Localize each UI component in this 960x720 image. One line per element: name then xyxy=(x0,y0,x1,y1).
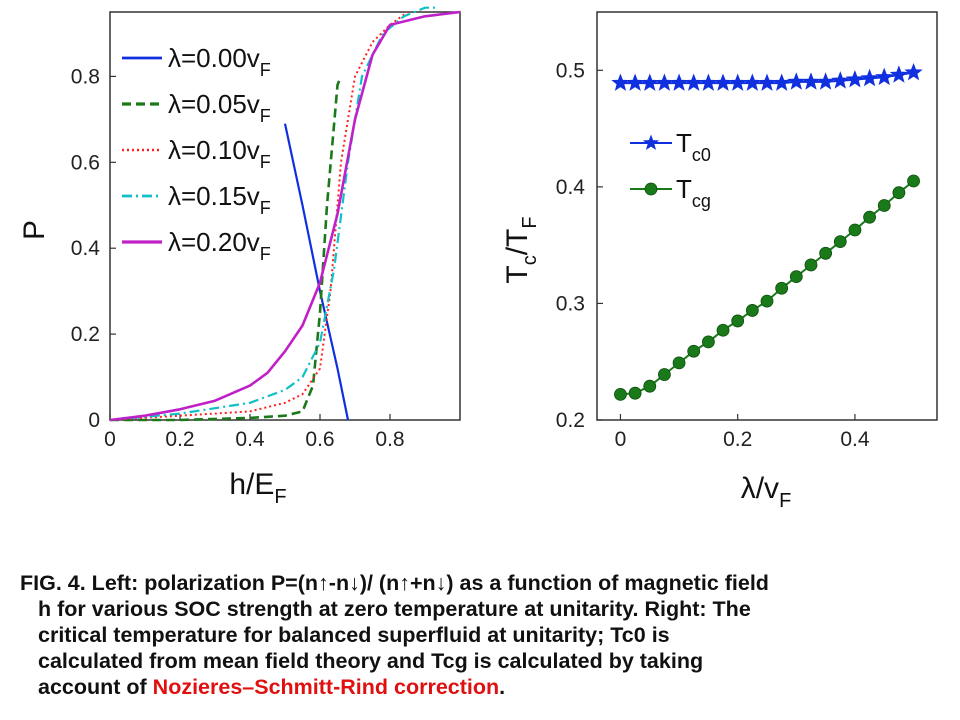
tc0-point xyxy=(772,73,791,91)
left-axis-ticks: 0 0.2 0.4 0.6 0.8 0 0.2 0.4 0.6 0.8 xyxy=(71,65,405,451)
right-chart: 0 0.2 0.4 0.2 0.3 0.4 0.5 Tc/TF λ/vF Tc0 Tcg xyxy=(501,11,938,512)
left-x-tick-label: 0.4 xyxy=(235,428,265,451)
tcg-point xyxy=(760,294,774,308)
tcg-point xyxy=(877,199,891,212)
left-series-line-2 xyxy=(109,11,409,421)
caption-line-1: FIG. 4. Left: polarization P=(n↑-n↓)/ (n… xyxy=(20,571,769,595)
left-legend: λ=0.00vF λ=0.05vF λ=0.10vF λ=0.15vF λ=0.20vF xyxy=(122,43,271,264)
tcg-point xyxy=(804,258,818,272)
left-y-tick-label: 0.2 xyxy=(71,323,100,346)
right-legend: Tc0 Tcg xyxy=(630,128,711,211)
right-x-tick-label: 0.2 xyxy=(723,428,752,451)
tcg-point xyxy=(863,210,876,224)
tc0-point xyxy=(816,72,835,90)
caption-line-5: account of Nozieres–Schmitt-Rind correct… xyxy=(20,674,950,700)
tcg-point xyxy=(716,323,730,337)
tcg-point xyxy=(745,304,759,317)
tcg-point xyxy=(687,344,701,358)
right-legend-label-0: Tc0 xyxy=(676,128,711,165)
tcg-point xyxy=(614,387,627,401)
left-x-tick-label: 0 xyxy=(104,428,116,451)
left-plot-area xyxy=(109,11,461,421)
right-y-tick-label: 0.3 xyxy=(556,292,585,315)
left-x-tick-label: 0.2 xyxy=(165,428,194,451)
caption-highlight: Nozieres–Schmitt-Rind correction xyxy=(152,675,500,699)
left-legend-label-0: λ=0.00vF xyxy=(168,43,271,80)
tcg-point xyxy=(848,223,862,237)
tcg-point xyxy=(672,356,686,370)
tcg-point xyxy=(658,368,671,381)
left-legend-label-2: λ=0.10vF xyxy=(168,135,271,172)
left-series-line-3 xyxy=(109,6,439,422)
left-curves xyxy=(109,6,461,422)
right-y-axis-label: Tc/TF xyxy=(501,216,541,283)
tc0-point xyxy=(860,68,879,87)
tcg-point xyxy=(701,335,715,349)
right-axis-ticks: 0 0.2 0.4 0.2 0.3 0.4 0.5 xyxy=(556,59,870,451)
tc0-point xyxy=(845,69,865,88)
tcg-point xyxy=(819,246,833,260)
figure-caption: FIG. 4. Left: polarization P=(n↑-n↓)/ (n… xyxy=(20,570,950,700)
left-series-line-4 xyxy=(109,10,461,422)
right-x-tick-label: 0.4 xyxy=(840,428,870,451)
left-y-tick-label: 0 xyxy=(88,409,100,432)
left-series-line-1 xyxy=(110,75,343,422)
right-series xyxy=(611,62,923,401)
right-y-tick-label: 0.5 xyxy=(556,59,585,82)
tcg-point xyxy=(892,186,906,200)
left-y-tick-label: 0.6 xyxy=(71,151,100,174)
tc0-point xyxy=(831,71,850,89)
left-y-axis-label: P xyxy=(18,220,51,240)
left-y-tick-label: 0.4 xyxy=(71,237,101,260)
left-x-axis-label: h/EF xyxy=(229,468,286,508)
left-y-tick-label: 0.8 xyxy=(71,65,100,88)
right-x-axis-label: λ/vF xyxy=(741,472,792,512)
caption-line-2: h for various SOC strength at zero tempe… xyxy=(38,597,751,621)
right-x-tick-label: 0 xyxy=(615,428,627,451)
right-legend-star-marker xyxy=(642,134,660,150)
figure-canvas: 0 0.2 0.4 0.6 0.8 0 0.2 0.4 0.6 0.8 P h/EF λ=0.00… xyxy=(18,6,938,512)
tcg-point xyxy=(907,174,920,188)
right-legend-label-1: Tcg xyxy=(676,174,711,211)
caption-line-4: calculated from mean field theory and Tc… xyxy=(38,649,704,673)
tc0-point xyxy=(875,67,894,86)
tcg-point xyxy=(789,270,803,284)
left-x-tick-label: 0.6 xyxy=(305,428,334,451)
right-y-tick-label: 0.4 xyxy=(556,176,586,199)
left-x-tick-label: 0.8 xyxy=(375,428,404,451)
right-y-tick-label: 0.2 xyxy=(556,409,585,432)
tcg-point xyxy=(643,379,657,393)
tcg-point xyxy=(833,235,847,249)
tcg-point xyxy=(731,314,745,328)
left-legend-label-4: λ=0.20vF xyxy=(168,227,271,264)
left-legend-label-3: λ=0.15vF xyxy=(168,181,271,218)
tc0-point xyxy=(889,65,909,83)
tcg-point xyxy=(775,281,789,295)
caption-line-3: critical temperature for balanced superf… xyxy=(38,623,670,647)
left-legend-label-1: λ=0.05vF xyxy=(168,89,271,126)
caption-line-5-end: . xyxy=(499,675,506,699)
right-legend-circle-marker xyxy=(644,182,658,196)
tc0-point xyxy=(904,62,923,81)
left-series-line-0 xyxy=(283,123,350,421)
caption-line-5-start: account of xyxy=(38,675,153,699)
left-chart: 0 0.2 0.4 0.6 0.8 0 0.2 0.4 0.6 0.8 P h/EF λ=0.00… xyxy=(18,6,461,508)
tcg-point xyxy=(628,386,642,400)
